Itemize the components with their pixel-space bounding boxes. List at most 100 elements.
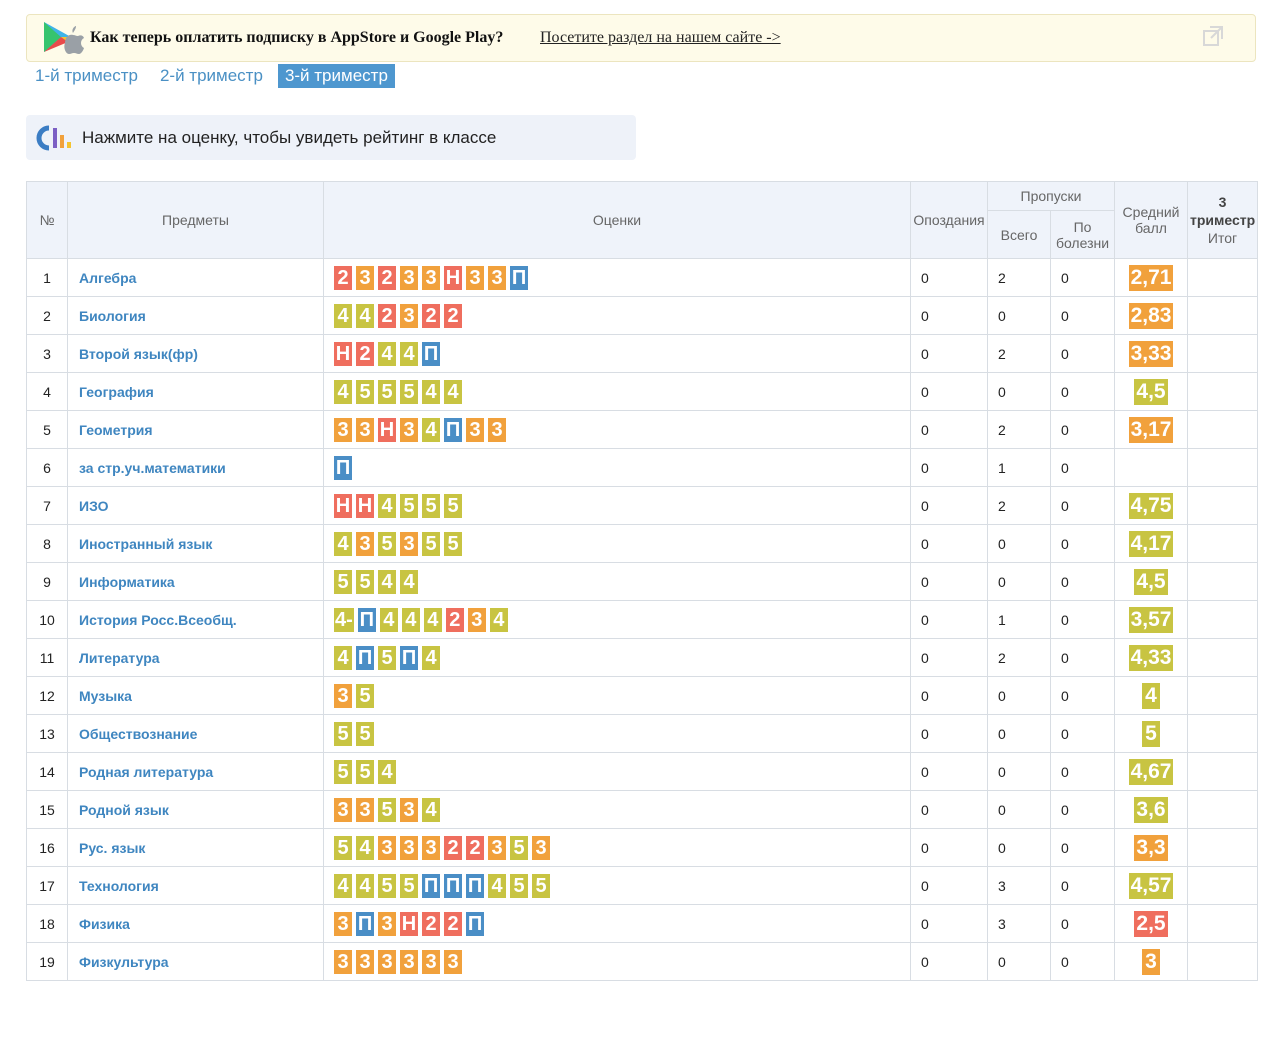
grade-mark[interactable]: 5 [356,569,374,594]
grade-mark[interactable]: П [400,645,418,670]
grade-mark[interactable]: 2 [444,835,462,860]
grade-mark[interactable]: 3 [378,949,396,974]
grade-mark[interactable]: 3 [400,797,418,822]
grade-mark[interactable]: 3 [488,835,506,860]
grade-mark[interactable]: П [356,645,374,670]
average-badge[interactable]: 3,6 [1134,796,1168,823]
grade-mark[interactable]: 3 [356,417,374,442]
average-badge[interactable]: 5 [1142,720,1161,747]
average-badge[interactable]: 4,17 [1128,530,1174,557]
grade-mark[interactable]: П [357,607,376,632]
grade-mark[interactable]: Н [400,911,418,936]
grade-mark[interactable]: 3 [400,265,418,290]
grade-mark[interactable]: 3 [422,835,440,860]
average-badge[interactable]: 3,3 [1134,834,1168,861]
grade-mark[interactable]: 4 [401,607,420,632]
grade-mark[interactable]: 3 [378,911,396,936]
subject-name[interactable]: Алгебра [67,258,324,297]
grade-mark[interactable]: 4 [422,379,440,404]
grade-mark[interactable]: 4 [423,607,442,632]
grade-mark[interactable]: 4 [444,379,462,404]
grade-mark[interactable]: 4 [422,797,440,822]
grade-mark[interactable]: 4 [400,341,418,366]
grade-mark[interactable]: 5 [356,721,374,746]
grade-mark[interactable]: 3 [334,949,352,974]
grade-mark[interactable]: Н [444,265,462,290]
grade-mark[interactable]: П [444,873,462,898]
grade-mark[interactable]: Н [356,493,374,518]
grade-mark[interactable]: 5 [510,835,528,860]
subject-name[interactable]: Второй язык(фр) [67,334,324,373]
grade-mark[interactable]: 5 [356,683,374,708]
subject-name[interactable]: Физика [67,904,324,943]
subject-name[interactable]: Биология [67,296,324,335]
grade-mark[interactable]: 3 [466,265,484,290]
subject-name[interactable]: География [67,372,324,411]
subject-name[interactable]: Геометрия [67,410,324,449]
grade-mark[interactable]: П [466,911,484,936]
average-badge[interactable]: 3,33 [1128,340,1174,367]
grade-mark[interactable]: Н [334,493,352,518]
average-badge[interactable]: 2,83 [1128,302,1174,329]
grade-mark[interactable]: 5 [334,759,352,784]
grade-mark[interactable]: 2 [378,265,396,290]
subject-name[interactable]: История Росс.Всеобщ. [67,600,324,639]
grade-mark[interactable]: 2 [445,607,464,632]
subject-name[interactable]: за стр.уч.математики [67,448,324,487]
grade-mark[interactable]: 5 [444,531,462,556]
grade-mark[interactable]: П [510,265,528,290]
grade-mark[interactable]: 5 [356,379,374,404]
grade-mark[interactable]: 5 [400,493,418,518]
grade-mark[interactable]: 3 [334,683,352,708]
grade-mark[interactable]: 3 [356,949,374,974]
grade-mark[interactable]: 3 [400,835,418,860]
grade-mark[interactable]: 3 [378,835,396,860]
tab-trimester-2[interactable]: 2-й триместр [159,66,263,85]
grade-mark[interactable]: 5 [400,873,418,898]
grade-mark[interactable]: П [356,911,374,936]
grade-mark[interactable]: 4 [422,417,440,442]
grade-mark[interactable]: 5 [356,759,374,784]
average-badge[interactable]: 4,5 [1134,568,1168,595]
grade-mark[interactable]: 3 [444,949,462,974]
average-badge[interactable]: 3,17 [1128,416,1174,443]
grade-mark[interactable]: 4 [378,493,396,518]
average-badge[interactable]: 4,5 [1134,378,1168,405]
grade-mark[interactable]: 3 [334,911,352,936]
grade-mark[interactable]: 3 [400,531,418,556]
grade-mark[interactable]: 5 [334,835,352,860]
grade-mark[interactable]: 3 [422,949,440,974]
grade-mark[interactable]: 3 [400,949,418,974]
subject-name[interactable]: ИЗО [67,486,324,525]
grade-mark[interactable]: 2 [422,911,440,936]
grade-mark[interactable]: 4 [356,835,374,860]
average-badge[interactable]: 2,71 [1128,264,1174,291]
average-badge[interactable]: 4,57 [1128,872,1174,899]
grade-mark[interactable]: П [466,873,484,898]
grade-mark[interactable]: 2 [334,265,352,290]
subject-name[interactable]: Обществознание [67,714,324,753]
average-badge[interactable]: 2,5 [1134,910,1168,937]
grade-mark[interactable]: 3 [532,835,550,860]
grade-mark[interactable]: 2 [422,303,440,328]
grade-mark[interactable]: 5 [334,721,352,746]
grade-mark[interactable]: Н [378,417,396,442]
grade-mark[interactable]: 3 [488,417,506,442]
grade-mark[interactable]: 3 [356,531,374,556]
grade-mark[interactable]: 4 [488,873,506,898]
subject-name[interactable]: Иностранный язык [67,524,324,563]
grade-mark[interactable]: 3 [356,265,374,290]
average-badge[interactable]: 3,57 [1128,606,1174,633]
tab-trimester-1[interactable]: 1-й триместр [35,66,138,85]
grade-mark[interactable]: 3 [334,797,352,822]
grade-mark[interactable]: 4 [334,531,352,556]
grade-mark[interactable]: 4 [334,873,352,898]
grade-mark[interactable]: 5 [378,645,396,670]
grade-mark[interactable]: 2 [466,835,484,860]
average-badge[interactable]: 4,67 [1128,758,1174,785]
grade-mark[interactable]: 3 [467,607,486,632]
grade-mark[interactable]: 5 [422,531,440,556]
grade-mark[interactable]: 2 [356,341,374,366]
subject-name[interactable]: Физкультура [67,942,324,981]
subject-name[interactable]: Музыка [67,676,324,715]
